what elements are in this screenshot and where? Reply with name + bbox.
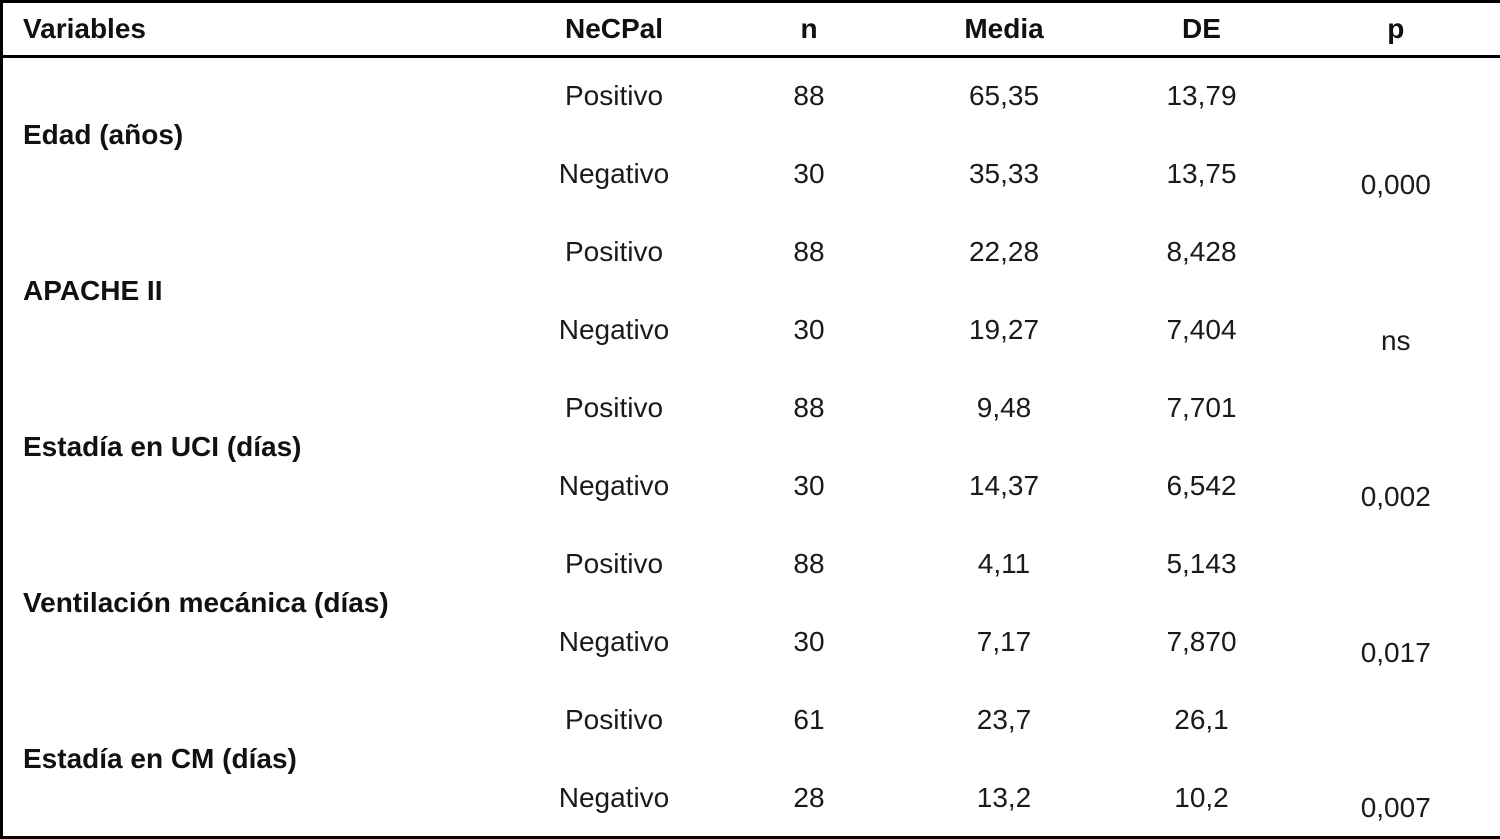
de-value: 5,143 xyxy=(1166,548,1237,580)
table-body: Edad (años) Positivo 88 65,35 13,79 0,00… xyxy=(2,57,1500,838)
n-value: 61 xyxy=(793,704,825,736)
n-value: 88 xyxy=(793,391,825,423)
n-value: 28 xyxy=(793,781,825,813)
de-value: 7,701 xyxy=(1166,391,1237,423)
table-row: Negativo 30 14,37 6,542 xyxy=(2,447,1500,525)
p-value: 0,002 xyxy=(1360,481,1431,513)
de-value: 8,428 xyxy=(1166,235,1237,267)
de-value: 7,404 xyxy=(1166,313,1237,345)
media-value: 22,28 xyxy=(968,235,1040,267)
de-value: 26,1 xyxy=(1174,704,1229,736)
variable-name: APACHE II xyxy=(23,274,163,306)
media-value: 23,7 xyxy=(976,704,1032,736)
de-value: 13,75 xyxy=(1166,157,1237,189)
header-row: Variables NeCPal n Media DE p xyxy=(1,1,1500,58)
de-value: 10,2 xyxy=(1174,781,1229,813)
column-header-media: Media xyxy=(896,1,1112,58)
necpal-value: Negativo xyxy=(558,781,670,813)
n-value: 88 xyxy=(793,80,825,112)
necpal-value: Positivo xyxy=(564,391,664,423)
media-value: 65,35 xyxy=(968,80,1040,112)
column-header-necpal: NeCPal xyxy=(506,1,722,58)
n-value: 30 xyxy=(793,470,825,502)
media-value: 19,27 xyxy=(968,313,1040,345)
p-value: ns xyxy=(1380,324,1411,356)
p-value: 0,017 xyxy=(1360,637,1431,669)
media-value: 7,17 xyxy=(976,626,1032,658)
necpal-value: Negativo xyxy=(558,626,670,658)
necpal-value: Positivo xyxy=(564,704,664,736)
column-header-de: DE xyxy=(1111,1,1292,58)
necpal-value: Positivo xyxy=(564,80,664,112)
table-row: Negativo 30 35,33 13,75 xyxy=(2,135,1500,213)
media-value: 13,2 xyxy=(976,781,1032,813)
media-value: 14,37 xyxy=(968,470,1040,502)
variable-name: Ventilación mecánica (días) xyxy=(23,587,389,619)
de-value: 13,79 xyxy=(1166,80,1237,112)
column-header-p: p xyxy=(1291,1,1500,58)
table-row: APACHE II Positivo 88 22,28 8,428 ns xyxy=(2,213,1500,356)
necpal-value: Negativo xyxy=(558,313,670,345)
media-value: 35,33 xyxy=(968,157,1040,189)
n-value: 88 xyxy=(793,548,825,580)
media-value: 9,48 xyxy=(976,391,1032,423)
p-value: 0,007 xyxy=(1360,792,1431,823)
n-value: 88 xyxy=(793,235,825,267)
n-value: 30 xyxy=(793,626,825,658)
de-value: 7,870 xyxy=(1166,626,1237,658)
table-row: Ventilación mecánica (días) Positivo 88 … xyxy=(2,525,1500,668)
variable-name: Edad (años) xyxy=(23,119,184,151)
variable-name: Estadía en UCI (días) xyxy=(23,430,302,462)
table-row: Estadía en UCI (días) Positivo 88 9,48 7… xyxy=(2,369,1500,512)
table-row: Negativo 30 7,17 7,870 xyxy=(2,603,1500,681)
table-row: Negativo 28 13,2 10,2 xyxy=(2,759,1500,837)
column-header-n: n xyxy=(721,1,897,58)
necpal-value: Negativo xyxy=(558,470,670,502)
table-row: Negativo 30 19,27 7,404 xyxy=(2,291,1500,369)
n-value: 30 xyxy=(793,157,825,189)
necpal-value: Positivo xyxy=(564,548,664,580)
media-value: 4,11 xyxy=(977,548,1031,580)
p-value: 0,000 xyxy=(1360,168,1431,200)
necpal-value: Negativo xyxy=(558,157,670,189)
column-header-variables: Variables xyxy=(1,1,507,58)
table-header: Variables NeCPal n Media DE p xyxy=(1,1,1500,58)
n-value: 30 xyxy=(793,313,825,345)
table-row: Edad (años) Positivo 88 65,35 13,79 0,00… xyxy=(2,57,1500,199)
variable-name: Estadía en CM (días) xyxy=(23,742,297,774)
necpal-value: Positivo xyxy=(564,235,664,267)
de-value: 6,542 xyxy=(1166,470,1237,502)
table-row: Estadía en CM (días) Positivo 61 23,7 26… xyxy=(2,681,1500,823)
